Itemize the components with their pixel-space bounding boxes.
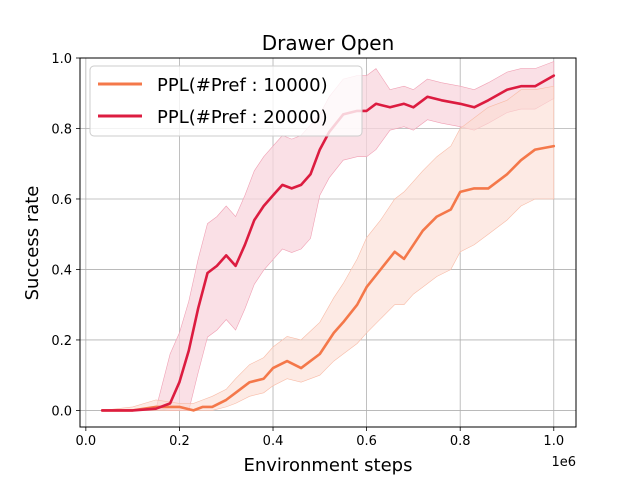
x-axis-label: Environment steps: [244, 455, 413, 476]
line-ppl-20000: [100, 74, 556, 412]
y-tick-label: 0.2: [51, 334, 72, 349]
x-tick-label: 1.0: [543, 434, 564, 449]
y-tick-label: 0.6: [51, 193, 72, 208]
x-tick-label: 0.0: [76, 434, 97, 449]
legend-label-ppl-10000: PPL(#Pref : 10000): [157, 75, 328, 96]
series-lines: [100, 74, 556, 412]
x-tick-label: 0.8: [450, 434, 471, 449]
legend: PPL(#Pref : 10000) PPL(#Pref : 20000): [89, 65, 363, 137]
y-tick-label: 0.8: [51, 122, 72, 137]
band-ppl-20000: [102, 61, 555, 411]
x-tick-label: 0.2: [169, 434, 190, 449]
y-tick-label: 0.4: [51, 263, 72, 278]
x-tick-label: 0.4: [263, 434, 284, 449]
plot-frame: [79, 57, 577, 428]
legend-box: [89, 65, 363, 137]
y-tick-label: 1.0: [51, 52, 72, 67]
line-ppl-10000: [100, 144, 556, 412]
confidence-bands: [102, 61, 555, 411]
chart-title: Drawer Open: [262, 31, 395, 55]
legend-label-ppl-20000: PPL(#Pref : 20000): [157, 107, 328, 128]
x-axis-scale-label: 1e6: [551, 455, 576, 470]
x-tick-label: 0.6: [356, 434, 377, 449]
y-axis-label: Success rate: [22, 186, 43, 301]
band-ppl-10000: [102, 85, 555, 411]
y-tick-label: 0.0: [51, 404, 72, 419]
axis-ticks: 0.0 0.2 0.4 0.6 0.8 1.0 0.0 0.2 0.4 0.6 0.8 1.0: [51, 52, 564, 449]
